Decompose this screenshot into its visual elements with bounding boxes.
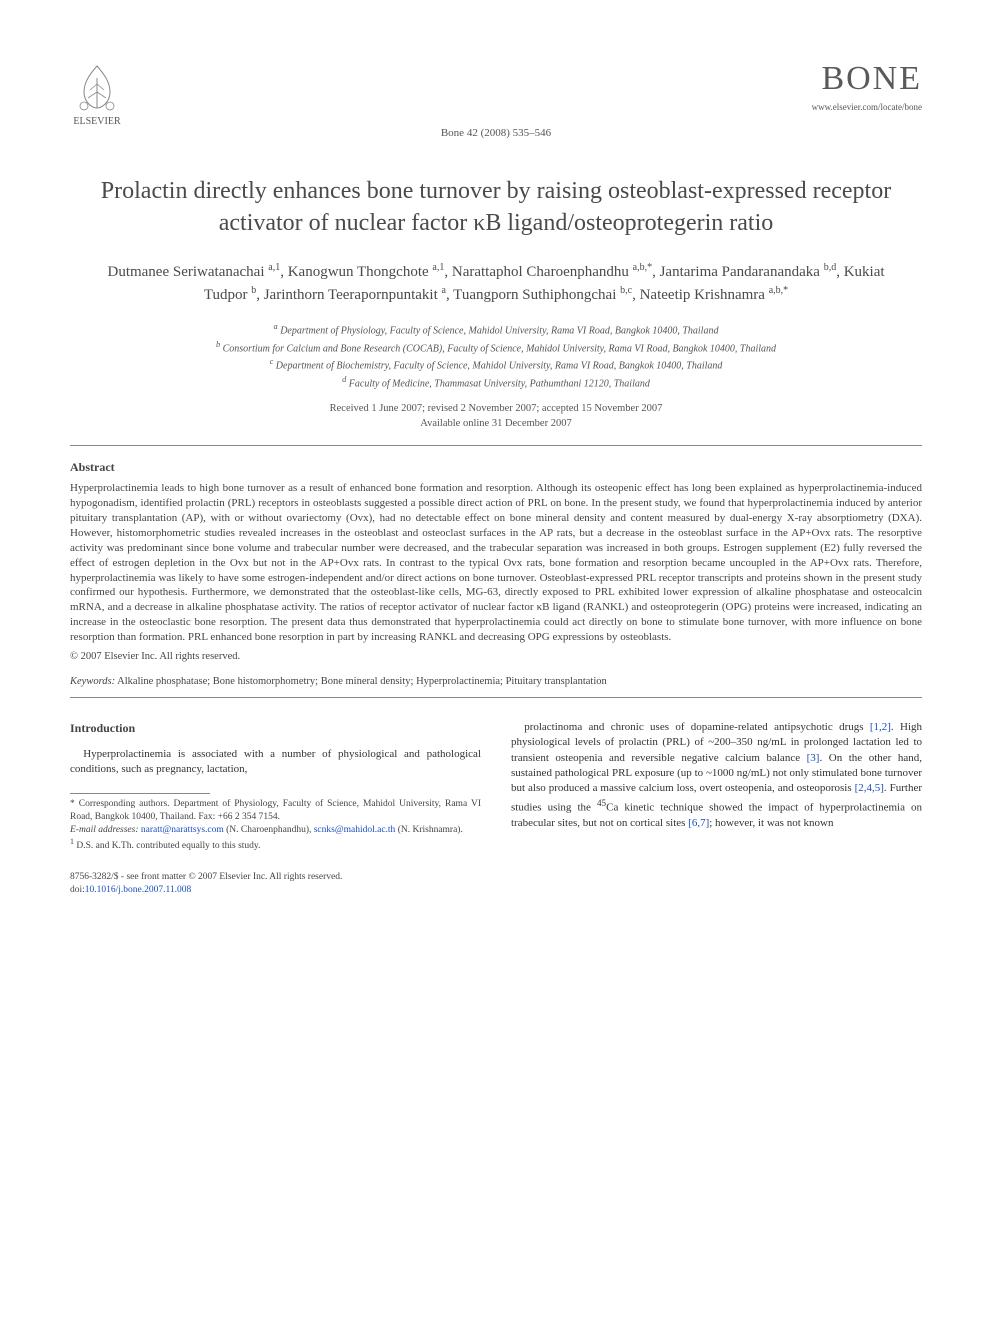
affiliation-line: c Department of Biochemistry, Faculty of… xyxy=(100,356,892,374)
doi-label: doi: xyxy=(70,885,85,895)
intro-heading: Introduction xyxy=(70,720,481,737)
page-footer: 8756-3282/$ - see front matter © 2007 El… xyxy=(70,871,922,897)
abstract-heading: Abstract xyxy=(70,460,922,475)
elsevier-tree-icon xyxy=(70,60,124,114)
intro-right-para: prolactinoma and chronic uses of dopamin… xyxy=(511,720,922,831)
affiliation-line: a Department of Physiology, Faculty of S… xyxy=(100,321,892,339)
keywords-line: Keywords: Alkaline phosphatase; Bone his… xyxy=(70,676,922,687)
affiliation-line: d Faculty of Medicine, Thammasat Univers… xyxy=(100,374,892,392)
page-header: ELSEVIER BONE www.elsevier.com/locate/bo… xyxy=(70,60,922,127)
rule-bottom xyxy=(70,697,922,698)
intro-left-para: Hyperprolactinemia is associated with a … xyxy=(70,747,481,778)
publisher-logo: ELSEVIER xyxy=(70,60,124,127)
keywords-text: Alkaline phosphatase; Bone histomorphome… xyxy=(117,676,607,687)
footnote-equal-contrib: 1 D.S. and K.Th. contributed equally to … xyxy=(70,837,481,853)
dates-received: Received 1 June 2007; revised 2 November… xyxy=(70,402,922,417)
footnote-rule xyxy=(70,793,210,794)
article-title: Prolactin directly enhances bone turnove… xyxy=(90,175,902,240)
email-who-1: (N. Charoenphandhu), xyxy=(226,825,311,835)
doi-link[interactable]: 10.1016/j.bone.2007.11.008 xyxy=(85,885,192,895)
right-column: prolactinoma and chronic uses of dopamin… xyxy=(511,720,922,853)
abstract-text: Hyperprolactinemia leads to high bone tu… xyxy=(70,481,922,644)
author-list: Dutmanee Seriwatanachai a,1, Kanogwun Th… xyxy=(100,260,892,307)
email-link-1[interactable]: naratt@narattsys.com xyxy=(141,825,224,835)
citation-line: Bone 42 (2008) 535–546 xyxy=(70,127,922,139)
affiliation-line: b Consortium for Calcium and Bone Resear… xyxy=(100,339,892,357)
doi-line: doi:10.1016/j.bone.2007.11.008 xyxy=(70,884,922,897)
article-dates: Received 1 June 2007; revised 2 November… xyxy=(70,402,922,431)
email-who-2: (N. Krishnamra). xyxy=(398,825,463,835)
issn-line: 8756-3282/$ - see front matter © 2007 El… xyxy=(70,871,922,884)
email-link-2[interactable]: scnks@mahidol.ac.th xyxy=(314,825,396,835)
journal-name: BONE xyxy=(812,60,922,98)
abstract-copyright: © 2007 Elsevier Inc. All rights reserved… xyxy=(70,651,922,662)
journal-box: BONE www.elsevier.com/locate/bone xyxy=(812,60,922,112)
journal-url[interactable]: www.elsevier.com/locate/bone xyxy=(812,102,922,112)
body-columns: Introduction Hyperprolactinemia is assoc… xyxy=(70,720,922,853)
publisher-name: ELSEVIER xyxy=(73,116,120,127)
footnotes: * Corresponding authors. Department of P… xyxy=(70,798,481,852)
dates-online: Available online 31 December 2007 xyxy=(70,417,922,432)
footnote-equal-text: D.S. and K.Th. contributed equally to th… xyxy=(76,841,260,851)
rule-top xyxy=(70,445,922,446)
keywords-label: Keywords: xyxy=(70,676,115,687)
affiliations: a Department of Physiology, Faculty of S… xyxy=(100,321,892,392)
footnote-corresponding: * Corresponding authors. Department of P… xyxy=(70,798,481,824)
footnote-emails: E-mail addresses: naratt@narattsys.com (… xyxy=(70,824,481,837)
email-label: E-mail addresses: xyxy=(70,825,139,835)
left-column: Introduction Hyperprolactinemia is assoc… xyxy=(70,720,481,853)
